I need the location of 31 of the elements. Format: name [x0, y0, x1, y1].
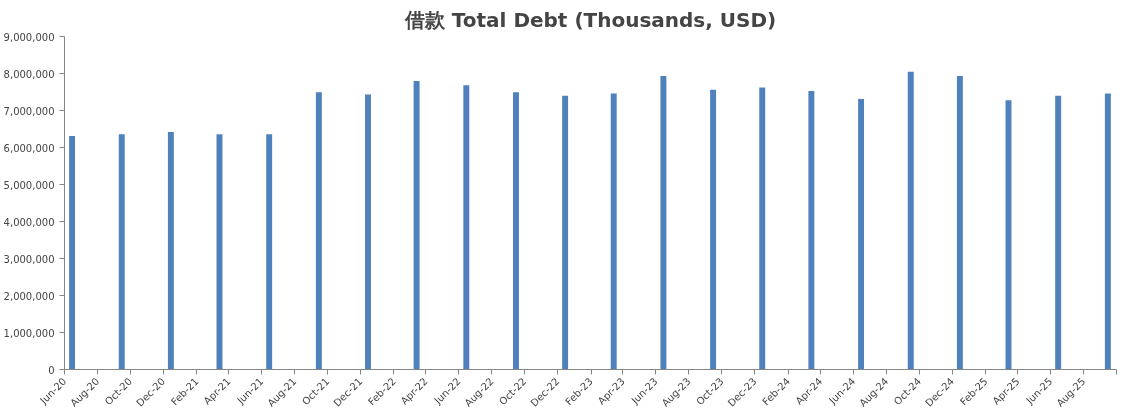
- y-tick-label: 6,000,000: [3, 142, 55, 154]
- y-tick-label: 2,000,000: [3, 290, 55, 302]
- bar: [266, 134, 273, 370]
- bar: [1055, 95, 1062, 370]
- bar: [759, 87, 766, 370]
- bar: [513, 92, 519, 370]
- bar: [69, 136, 76, 370]
- bar: [167, 131, 174, 370]
- y-tick-label: 5,000,000: [3, 179, 55, 191]
- bar: [365, 94, 371, 370]
- bar: [463, 85, 470, 370]
- bar: [118, 134, 125, 370]
- bar: [660, 76, 667, 370]
- y-tick-label: 0: [48, 364, 55, 376]
- bar: [710, 89, 717, 370]
- y-tick-label: 9,000,000: [3, 31, 55, 43]
- bar: [562, 95, 569, 370]
- y-tick-label: 4,000,000: [3, 216, 55, 228]
- bar: [413, 80, 420, 370]
- bar: [956, 76, 963, 370]
- bar: [1104, 93, 1111, 370]
- bar: [808, 90, 815, 370]
- y-tick-label: 3,000,000: [3, 253, 55, 265]
- chart-title: 借款 Total Debt (Thousands, USD): [403, 7, 777, 32]
- y-tick-label: 7,000,000: [3, 105, 55, 117]
- y-tick-label: 8,000,000: [3, 68, 55, 80]
- bar: [610, 93, 617, 370]
- y-tick-label: 1,000,000: [3, 327, 55, 339]
- bar: [315, 92, 322, 370]
- bar: [907, 71, 914, 370]
- bar: [858, 99, 865, 370]
